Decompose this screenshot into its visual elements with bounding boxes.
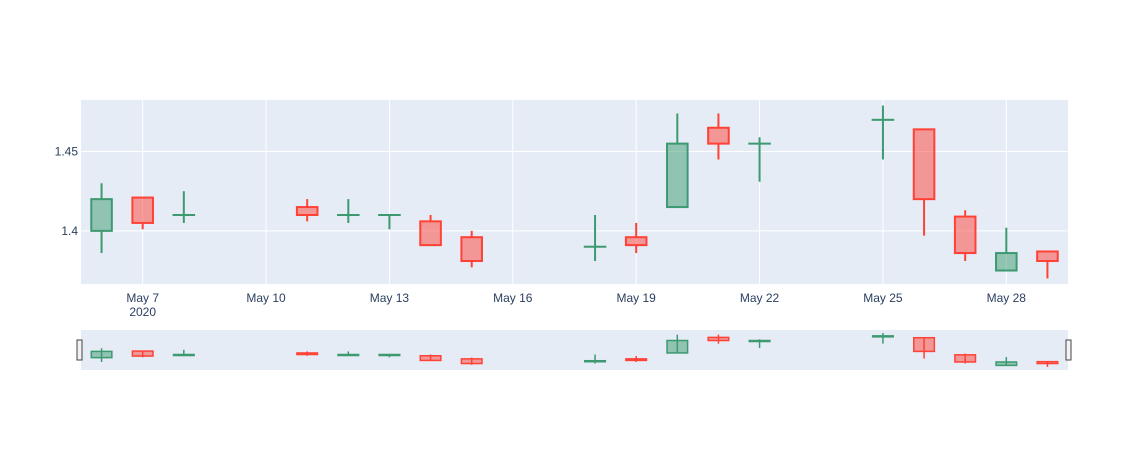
slider-candle — [460, 357, 483, 365]
slider-candle-body — [1036, 360, 1059, 365]
candle — [995, 227, 1018, 272]
slider-candle — [378, 353, 401, 358]
slider-candle — [666, 334, 689, 354]
slider-candle — [584, 354, 607, 364]
slider-candle-body — [954, 354, 977, 363]
slider-candle — [995, 356, 1018, 367]
slider-candle — [90, 348, 113, 362]
candle — [337, 199, 360, 223]
candle — [624, 222, 648, 254]
candle — [295, 199, 319, 222]
candle-body — [90, 198, 113, 232]
slider-candle-body — [666, 339, 689, 354]
candle — [90, 183, 113, 254]
slider-candle-body — [378, 353, 401, 357]
range-slider-handle-left[interactable] — [76, 339, 83, 361]
slider-candle — [871, 333, 894, 344]
slider-candle — [954, 353, 977, 364]
slider-candle-body — [172, 353, 195, 357]
y-tick-label: 1.45 — [55, 145, 79, 159]
x-tick-label: May 25 — [863, 291, 903, 305]
slider-candle-body — [625, 358, 648, 362]
slider-candle-body — [337, 353, 360, 357]
candle-body — [419, 220, 442, 247]
slider-candle — [913, 336, 936, 359]
grid-lines — [81, 100, 1068, 284]
candle-body — [995, 252, 1018, 272]
slider-candle-body — [707, 336, 730, 342]
slider-candle — [296, 351, 319, 356]
x-tick-label: May 19 — [617, 291, 657, 305]
candles — [90, 105, 1059, 279]
slider-candle-body — [748, 339, 771, 343]
slider-candle-body — [131, 350, 154, 357]
x-tick-label: May 22 — [740, 291, 780, 305]
candle-body — [1036, 250, 1059, 262]
slider-candle — [172, 349, 195, 357]
main-plot-background — [81, 100, 1068, 284]
slider-candle-body — [419, 355, 442, 362]
slider-candle-body — [995, 361, 1018, 367]
range-slider-background[interactable] — [81, 330, 1068, 370]
slider-candle — [748, 339, 771, 348]
candle-body — [666, 142, 689, 209]
x-tick-label: May 16 — [493, 291, 533, 305]
x-tick-label: May 10 — [246, 291, 286, 305]
candle — [460, 230, 483, 268]
candle-body — [953, 215, 977, 255]
candle — [912, 128, 936, 236]
y-axis: 1.4 1.45 — [55, 145, 79, 238]
slider-candle — [707, 334, 730, 344]
candle-body — [707, 126, 730, 145]
slider-candle-body — [90, 350, 113, 359]
candle — [871, 105, 895, 160]
slider-candle-body — [584, 359, 607, 363]
candle — [583, 215, 607, 261]
candle-body — [460, 236, 483, 262]
slider-candle — [1036, 360, 1059, 367]
range-slider-handle-right[interactable] — [1065, 339, 1072, 361]
candle — [953, 210, 977, 261]
candle — [172, 191, 196, 223]
x-tick-label: May 13 — [370, 291, 410, 305]
range-slider-candles — [90, 333, 1059, 367]
candle-body — [295, 206, 319, 217]
slider-candle — [131, 350, 154, 358]
candle-body — [624, 236, 648, 247]
slider-candle-body — [871, 335, 894, 338]
candle — [1036, 250, 1059, 279]
x-tick-year-label: 2020 — [129, 305, 156, 319]
candle — [666, 113, 689, 209]
slider-candle-body — [296, 352, 319, 356]
candle-body — [912, 128, 936, 201]
y-tick-label: 1.4 — [61, 224, 78, 238]
candle — [131, 196, 154, 230]
candle-body — [131, 196, 154, 224]
slider-candle — [419, 354, 442, 362]
x-tick-label: May 7 — [126, 291, 159, 305]
slider-candle — [337, 351, 360, 357]
candle — [419, 215, 442, 247]
candle — [378, 214, 401, 230]
x-tick-label: May 28 — [987, 291, 1027, 305]
slider-candle — [625, 356, 648, 362]
slider-candle-body — [460, 358, 483, 365]
candle — [748, 137, 771, 182]
slider-candle-body — [913, 336, 936, 353]
candle — [707, 113, 730, 160]
